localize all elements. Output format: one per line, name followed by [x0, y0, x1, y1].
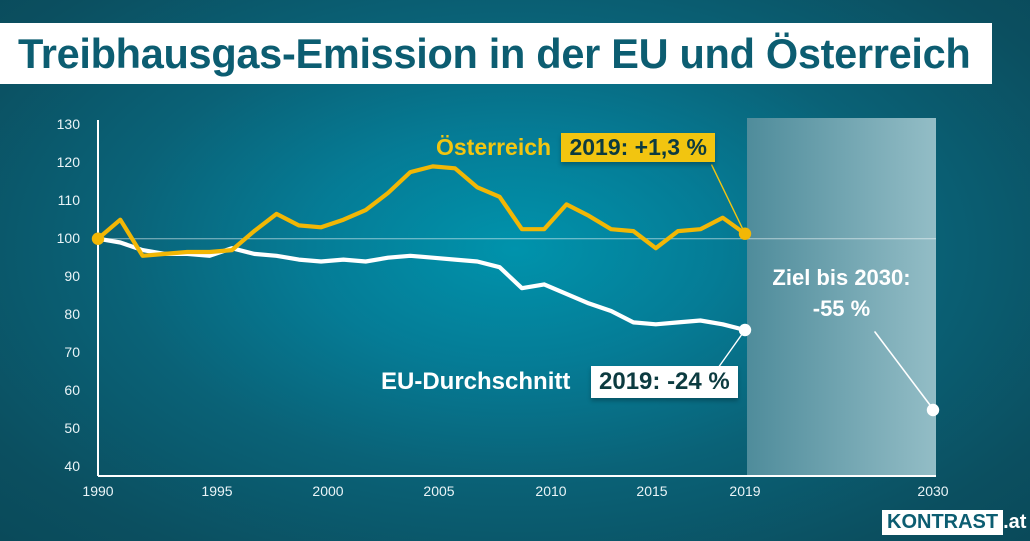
svg-text:120: 120	[57, 154, 81, 170]
svg-text:50: 50	[64, 420, 80, 436]
svg-text:1995: 1995	[201, 483, 232, 499]
svg-text:2010: 2010	[535, 483, 566, 499]
svg-text:2019: 2019	[729, 483, 760, 499]
svg-text:1990: 1990	[82, 483, 113, 499]
svg-text:70: 70	[64, 344, 80, 360]
svg-text:40: 40	[64, 458, 80, 474]
svg-text:2005: 2005	[423, 483, 454, 499]
svg-text:2000: 2000	[312, 483, 343, 499]
svg-text:100: 100	[57, 230, 81, 246]
svg-text:60: 60	[64, 382, 80, 398]
svg-text:2015: 2015	[636, 483, 667, 499]
svg-text:130: 130	[57, 116, 81, 132]
svg-text:2030: 2030	[917, 483, 948, 499]
svg-text:90: 90	[64, 268, 80, 284]
svg-text:80: 80	[64, 306, 80, 322]
svg-text:110: 110	[58, 192, 81, 208]
